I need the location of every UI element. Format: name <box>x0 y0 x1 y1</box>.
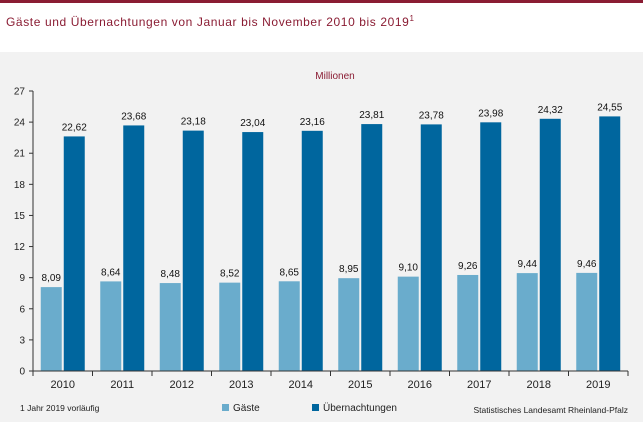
y-tick-label: 18 <box>14 180 26 191</box>
bar-uebernachtungen <box>301 130 323 371</box>
data-label-uebernachtungen: 23,78 <box>419 110 444 121</box>
x-tick-label: 2016 <box>408 379 432 391</box>
bar-uebernachtungen <box>420 124 442 371</box>
x-tick-label: 2012 <box>170 379 194 391</box>
x-tick-label: 2013 <box>229 379 253 391</box>
data-label-gaeste: 8,64 <box>101 267 121 278</box>
legend-label-uebernachtungen: Übernachtungen <box>323 402 397 414</box>
x-tick-label: 2011 <box>110 379 134 391</box>
data-label-gaeste: 9,46 <box>577 259 597 270</box>
data-label-uebernachtungen: 23,16 <box>300 117 325 128</box>
y-tick-label: 9 <box>19 273 25 284</box>
unit-label: Millionen <box>315 71 354 82</box>
top-accent-bar <box>0 0 643 3</box>
bars: 8,09 22,62 8,64 23,68 8,48 23,18 8,52 23,04 8,65… <box>40 102 623 372</box>
x-tick-label: 2017 <box>467 379 491 391</box>
bar-gaeste <box>40 287 62 371</box>
bar-gaeste <box>397 276 419 371</box>
bar-gaeste <box>278 281 300 371</box>
x-tick-label: 2010 <box>51 379 75 391</box>
x-tick-label: 2018 <box>527 379 551 391</box>
bar-gaeste <box>159 283 181 371</box>
bar-gaeste <box>516 273 538 371</box>
data-label-gaeste: 8,09 <box>42 273 62 284</box>
bar-gaeste <box>219 282 241 371</box>
data-label-uebernachtungen: 24,55 <box>597 102 622 113</box>
bar-gaeste <box>576 272 598 371</box>
data-label-uebernachtungen: 22,62 <box>62 122 87 133</box>
data-label-gaeste: 8,95 <box>339 264 359 275</box>
bar-chart: Millionen 0 3 6 9 12 15 18 21 24 27 8,09 22,62 8,64… <box>14 71 629 415</box>
bar-uebernachtungen <box>539 118 561 371</box>
bar-uebernachtungen <box>242 132 264 371</box>
data-label-gaeste: 9,10 <box>399 263 419 274</box>
bar-uebernachtungen <box>182 130 204 371</box>
data-label-uebernachtungen: 24,32 <box>538 105 563 116</box>
y-tick-label: 0 <box>19 367 25 378</box>
legend-label-gaeste: Gäste <box>233 403 260 414</box>
bar-uebernachtungen <box>599 116 621 371</box>
chart-panel: Millionen 0 3 6 9 12 15 18 21 24 27 8,09 22,62 8,64… <box>0 52 643 422</box>
y-tick-label: 21 <box>14 149 26 160</box>
data-label-gaeste: 8,52 <box>220 269 240 280</box>
y-axis: 0 3 6 9 12 15 18 21 24 27 <box>14 87 34 378</box>
y-tick-label: 27 <box>14 87 26 98</box>
data-label-uebernachtungen: 23,68 <box>121 111 146 122</box>
bar-uebernachtungen <box>361 124 383 371</box>
bar-uebernachtungen <box>123 125 145 371</box>
bar-uebernachtungen <box>63 136 85 371</box>
bar-gaeste <box>338 278 360 371</box>
y-tick-label: 15 <box>14 211 26 222</box>
x-tick-label: 2014 <box>289 379 313 391</box>
data-label-gaeste: 8,48 <box>161 269 181 280</box>
data-label-uebernachtungen: 23,04 <box>240 118 265 129</box>
data-label-uebernachtungen: 23,18 <box>181 117 206 128</box>
source-note: Statistisches Landesamt Rheinland-Pfalz <box>474 405 629 415</box>
bar-gaeste <box>457 274 479 371</box>
legend-swatch-uebernachtungen <box>312 404 319 411</box>
y-tick-label: 6 <box>19 304 25 315</box>
title-footnote-marker: 1 <box>409 14 415 23</box>
y-tick-label: 12 <box>14 242 26 253</box>
bar-gaeste <box>100 281 122 371</box>
legend: Gäste Übernachtungen <box>222 402 397 414</box>
data-label-gaeste: 9,26 <box>458 261 478 272</box>
y-tick-label: 24 <box>14 118 26 129</box>
page-title: Gäste und Übernachtungen von Januar bis … <box>6 14 415 29</box>
y-tick-label: 3 <box>19 335 25 346</box>
x-tick-label: 2019 <box>586 379 610 391</box>
data-label-gaeste: 8,65 <box>280 267 300 278</box>
data-label-uebernachtungen: 23,81 <box>359 110 384 121</box>
bar-uebernachtungen <box>480 122 502 372</box>
legend-swatch-gaeste <box>222 404 229 411</box>
data-label-gaeste: 9,44 <box>518 259 538 270</box>
x-axis: 2010 2011 2012 2013 2014 2015 2016 2017 2018 2019 <box>32 370 629 391</box>
data-label-uebernachtungen: 23,98 <box>478 108 503 119</box>
x-tick-label: 2015 <box>348 379 372 391</box>
footnote: 1 Jahr 2019 vorläufig <box>20 403 100 413</box>
